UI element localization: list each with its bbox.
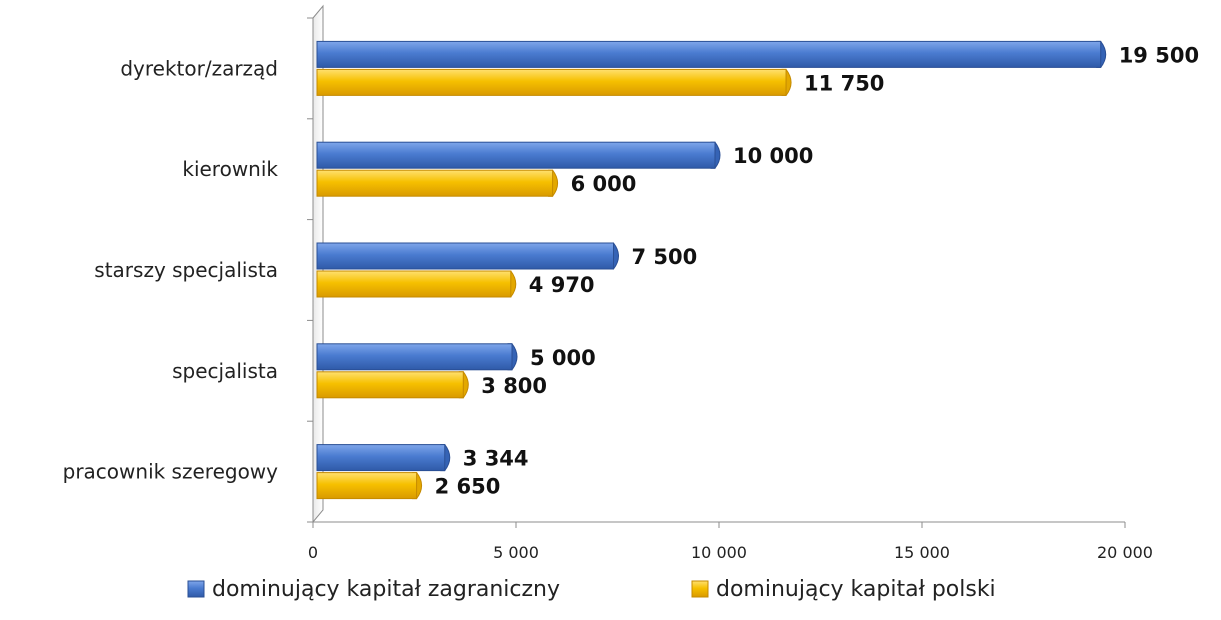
category-label: kierownik	[182, 157, 278, 181]
bar-foreign	[316, 343, 513, 371]
x-tick-label: 10 000	[691, 543, 747, 562]
bar-foreign	[316, 141, 716, 169]
bar-foreign	[316, 40, 1102, 68]
legend-label: dominujący kapitał polski	[716, 577, 996, 602]
legend-label: dominujący kapitał zagraniczny	[212, 577, 560, 602]
bar-foreign	[316, 242, 614, 270]
legend: dominujący kapitał zagraniczny dominujący…	[187, 577, 996, 602]
category-label: pracownik szeregowy	[63, 460, 279, 484]
bar-polish	[316, 169, 554, 197]
bar-polish	[316, 472, 418, 500]
bar-polish	[316, 270, 512, 298]
x-tick-label: 5 000	[493, 543, 539, 562]
data-label: 11 750	[804, 71, 884, 95]
data-label: 10 000	[733, 144, 813, 168]
data-label: 4 970	[529, 273, 595, 297]
data-label: 7 500	[632, 245, 698, 269]
category-label: starszy specjalista	[94, 258, 278, 282]
x-tick-label: 15 000	[894, 543, 950, 562]
data-label: 19 500	[1119, 43, 1199, 67]
data-label: 5 000	[530, 346, 596, 370]
labels: 0 5 000 10 000 15 000 20 000 dyrektor/zarząd 1…	[63, 43, 1199, 562]
data-label: 3 344	[463, 447, 529, 471]
bars	[316, 40, 1107, 500]
data-label: 6 000	[571, 172, 637, 196]
bar-foreign	[316, 444, 446, 472]
data-label: 2 650	[435, 475, 501, 499]
category-label: specjalista	[172, 359, 278, 383]
legend-swatch	[187, 580, 205, 598]
data-label: 3 800	[481, 374, 547, 398]
category-label: dyrektor/zarząd	[120, 56, 278, 80]
legend-swatch	[691, 580, 709, 598]
x-tick-label: 0	[308, 543, 318, 562]
bar-polish	[316, 371, 464, 399]
x-tick-label: 20 000	[1097, 543, 1153, 562]
bar-polish	[316, 68, 787, 96]
